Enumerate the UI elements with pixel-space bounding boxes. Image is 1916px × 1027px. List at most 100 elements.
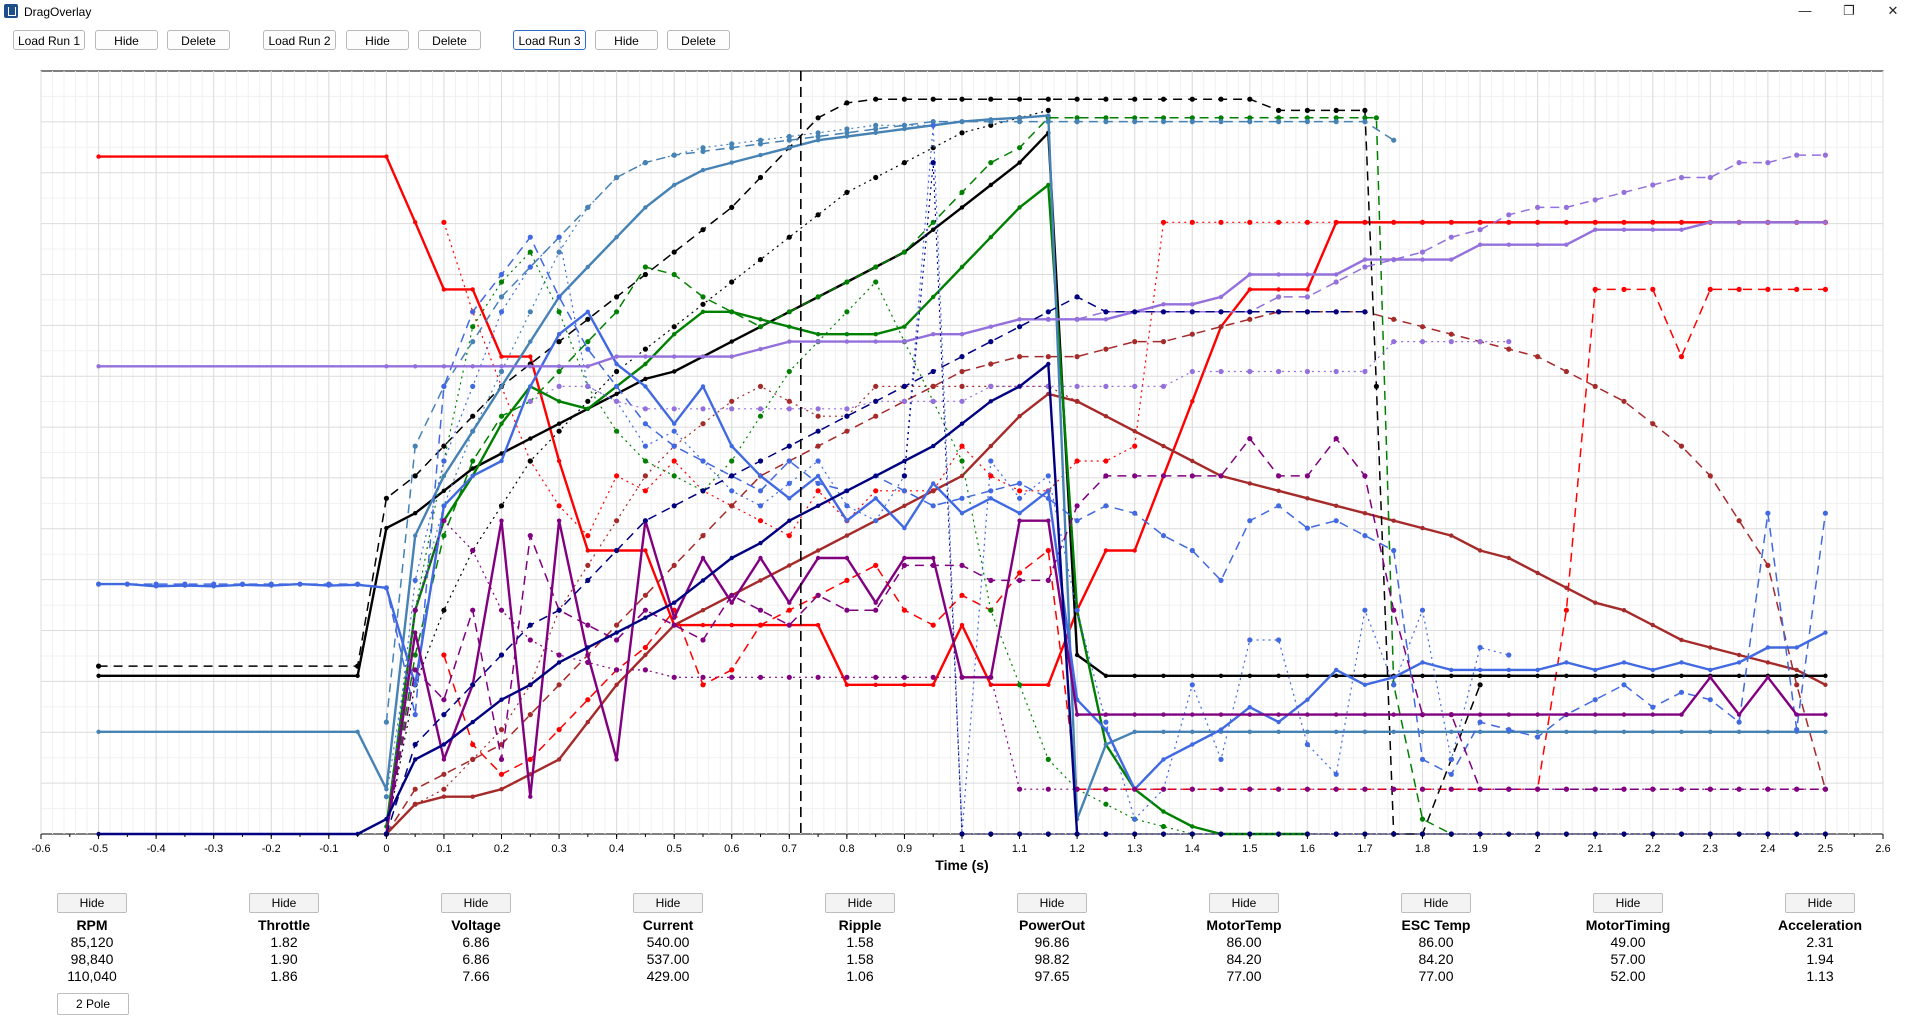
load-run-1-button[interactable]: Load Run 1: [13, 30, 85, 50]
data-point: [412, 801, 418, 807]
hide-ripple-button[interactable]: Hide: [825, 893, 895, 913]
data-point: [642, 264, 649, 270]
data-point: [1362, 682, 1368, 687]
data-point: [1794, 727, 1800, 733]
data-point: [1160, 219, 1167, 225]
data-point: [844, 406, 850, 412]
data-point: [901, 96, 908, 102]
delete-run-2-button[interactable]: Delete: [418, 30, 481, 50]
hide-run-2-button[interactable]: Hide: [346, 30, 409, 50]
data-point: [441, 794, 447, 799]
data-point: [700, 637, 706, 643]
data-point: [1190, 712, 1195, 717]
data-point: [1333, 436, 1339, 442]
data-point: [873, 607, 879, 613]
data-point: [729, 398, 735, 404]
data-point: [1477, 219, 1483, 225]
legend-value-run-1: 1.82: [270, 934, 298, 950]
data-point: [700, 682, 706, 688]
legend-column-motortemp: Hide MotorTemp 86.00 84.20 77.00: [1164, 890, 1324, 985]
data-point: [1678, 174, 1685, 181]
data-point: [614, 391, 619, 397]
data-point: [959, 368, 965, 375]
data-point: [1593, 667, 1598, 673]
data-point: [642, 644, 649, 651]
close-button[interactable]: ✕: [1887, 3, 1899, 18]
data-point: [902, 324, 907, 329]
data-point: [1678, 219, 1685, 225]
data-point: [902, 555, 907, 561]
load-run-2-button[interactable]: Load Run 2: [263, 30, 336, 50]
data-point: [1103, 673, 1109, 678]
data-point: [1160, 96, 1167, 102]
hide-run-3-button[interactable]: Hide: [595, 30, 658, 50]
data-point: [1621, 786, 1627, 792]
hide-voltage-button[interactable]: Hide: [441, 893, 511, 913]
data-point: [441, 488, 447, 493]
data-point: [1046, 518, 1051, 523]
hide-powerout-button[interactable]: Hide: [1017, 893, 1087, 913]
series-line: [98, 98, 1481, 835]
hide-throttle-button[interactable]: Hide: [249, 893, 319, 913]
data-point: [815, 413, 821, 419]
data-point: [1017, 570, 1023, 576]
data-point: [643, 361, 648, 367]
data-point: [959, 592, 965, 598]
data-point: [988, 160, 994, 166]
x-tick-label: 0.1: [436, 843, 451, 855]
data-point: [1160, 473, 1167, 479]
hide-run-1-button[interactable]: Hide: [95, 30, 158, 50]
data-point: [1304, 115, 1310, 121]
legend-name: Voltage: [451, 917, 501, 933]
data-point: [1045, 96, 1051, 102]
data-point: [1189, 96, 1195, 102]
data-point: [1132, 339, 1138, 345]
data-point: [614, 473, 620, 479]
hide-motortemp-button[interactable]: Hide: [1209, 893, 1279, 913]
data-point: [815, 458, 821, 464]
data-point: [1736, 729, 1742, 734]
data-point: [815, 339, 821, 344]
data-point: [1419, 816, 1426, 822]
data-point: [528, 794, 533, 799]
data-point: [1563, 219, 1569, 225]
data-point: [873, 332, 878, 337]
chart-area[interactable]: -0.6 -0.5 -0.4 -0.3 -0.2 -0.1 0 0.1 0.2 0.3 0.4 0.5…: [0, 68, 1916, 893]
data-point: [1304, 786, 1310, 792]
data-point: [815, 555, 821, 561]
data-point: [844, 682, 850, 687]
data-point: [412, 443, 418, 449]
hide-acceleration-button[interactable]: Hide: [1785, 893, 1855, 913]
delete-run-1-button[interactable]: Delete: [167, 30, 230, 50]
load-run-3-button[interactable]: Load Run 3: [513, 30, 586, 50]
data-point: [1794, 152, 1800, 158]
data-point: [757, 674, 764, 680]
data-point: [1736, 160, 1742, 166]
maximize-button[interactable]: ❐: [1843, 3, 1855, 18]
data-point: [1103, 727, 1109, 732]
minimize-button[interactable]: —: [1798, 3, 1812, 18]
hide-motortiming-button[interactable]: Hide: [1593, 893, 1663, 913]
drag-overlay-chart[interactable]: -0.6 -0.5 -0.4 -0.3 -0.2 -0.1 0 0.1 0.2 0.3 0.4 0.5…: [0, 68, 1916, 888]
data-point: [1160, 119, 1167, 125]
data-point: [1046, 113, 1051, 118]
data-point: [930, 562, 936, 568]
data-point: [1103, 786, 1109, 792]
data-point: [1160, 309, 1167, 315]
legend-value-run-3: 110,040: [67, 968, 117, 984]
hide-current-button[interactable]: Hide: [633, 893, 703, 913]
hide-rpm-button[interactable]: Hide: [57, 893, 127, 913]
x-tick-label: 2.6: [1875, 843, 1890, 855]
data-point: [1218, 219, 1224, 225]
data-point: [556, 383, 562, 389]
data-point: [1276, 119, 1282, 125]
data-point: [1218, 115, 1224, 121]
data-point: [1708, 220, 1713, 225]
data-point: [1823, 630, 1828, 635]
hide-esc-temp-button[interactable]: Hide: [1401, 893, 1471, 913]
x-axis-label: Time (s): [935, 857, 988, 873]
data-point: [988, 607, 994, 613]
data-point: [700, 148, 706, 154]
pole-button[interactable]: 2 Pole: [57, 993, 129, 1015]
delete-run-3-button[interactable]: Delete: [667, 30, 730, 50]
